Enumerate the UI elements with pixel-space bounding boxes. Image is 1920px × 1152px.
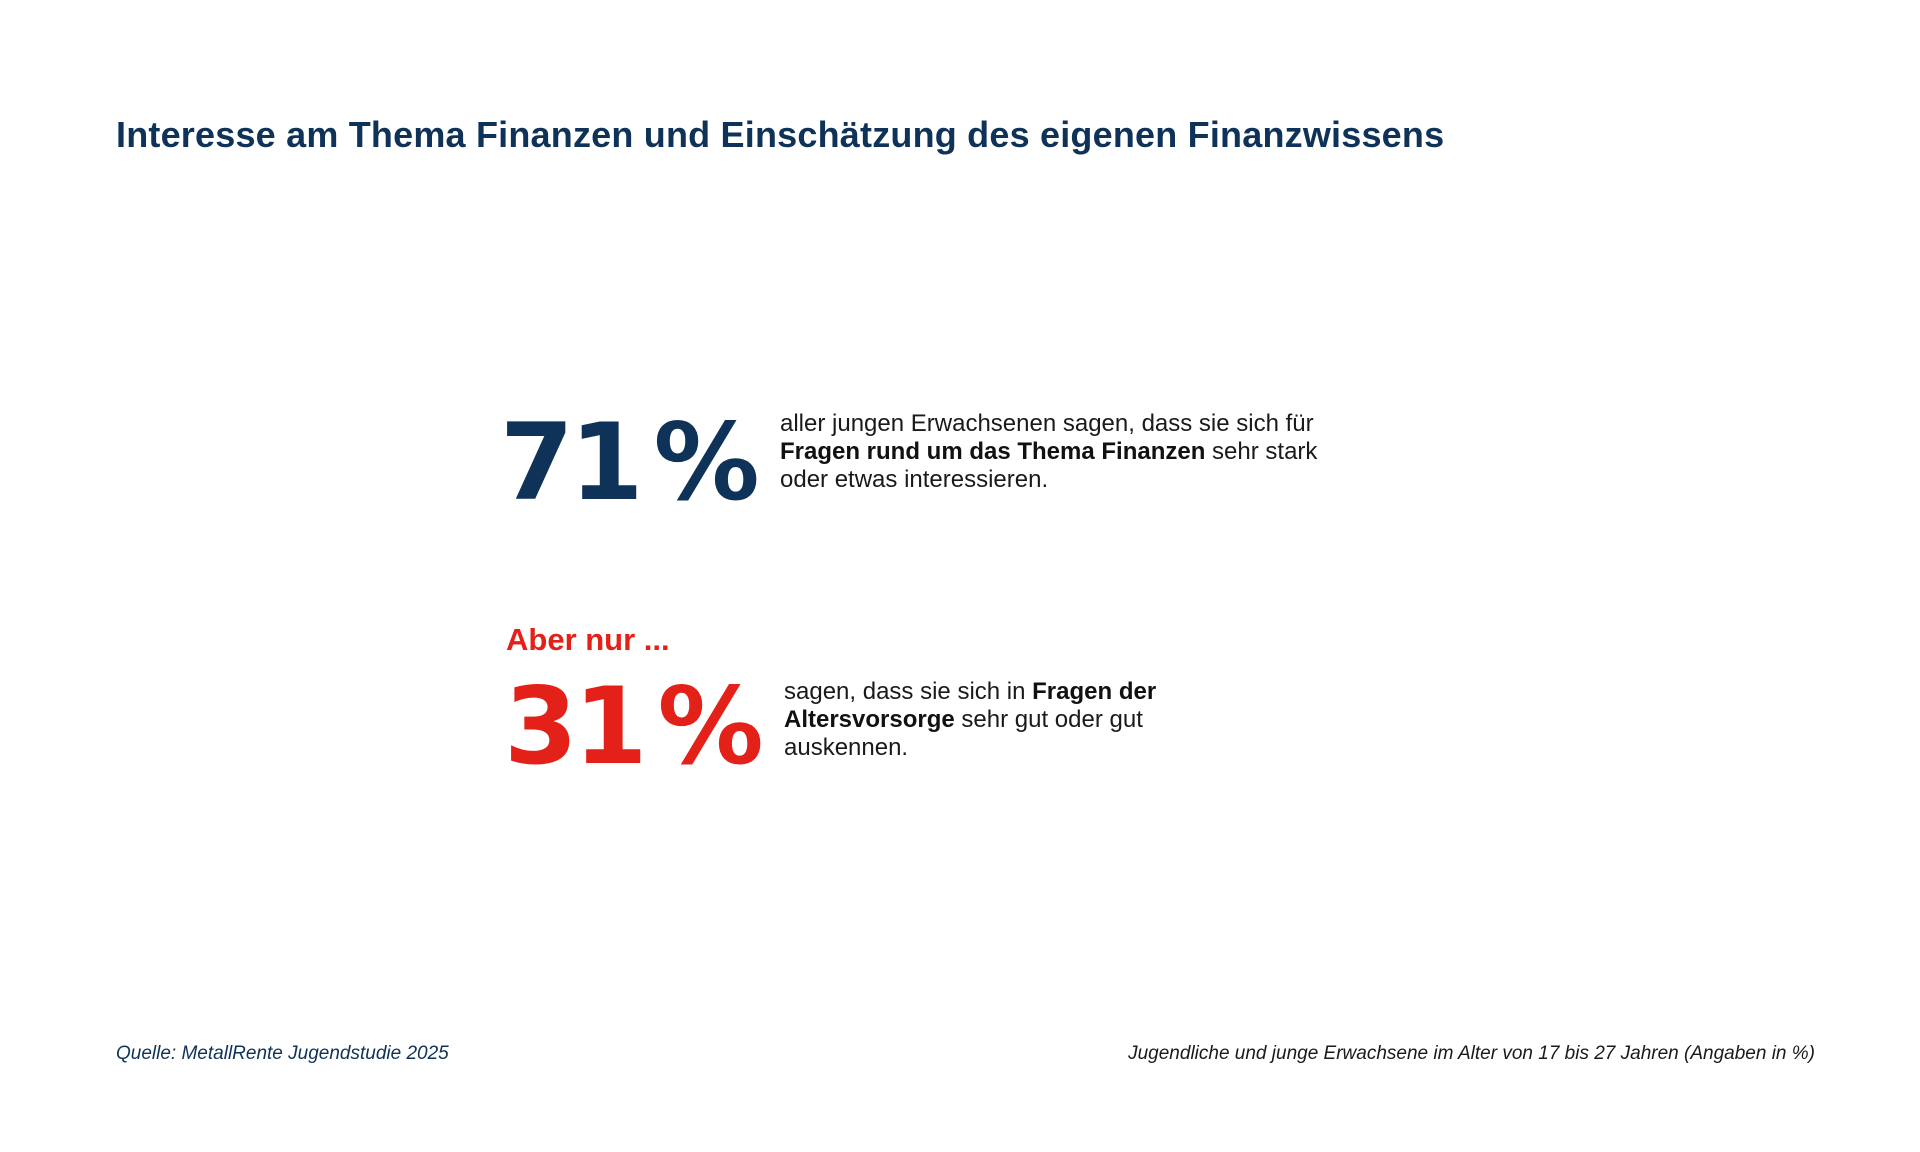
stat-text-part1: sagen, dass sie sich in [784,678,1033,705]
stat-value: 31 [504,665,648,788]
stat-text-emphasis: Fragen der Altersvorsorge [784,678,1157,733]
sample-note: Jugendliche und junge Erwachsene im Alte… [1128,1043,1815,1064]
stat-text-part1: aller jungen Erwachsenen sagen, dass sie… [780,410,1314,437]
source-note: Quelle: MetallRente Jugendstudie 2025 [116,1043,449,1064]
stat-lead-text: Aber nur ... [506,622,670,657]
page-title: Interesse am Thema Finanzen und Einschät… [116,114,1445,155]
stat-value: 71 [500,401,644,524]
stat-text-emphasis: Fragen rund um das Thema Finanzen [780,438,1206,465]
stat-number-retirement: 31% [504,674,764,780]
stat-unit: % [657,665,764,788]
stat-unit: % [653,401,760,524]
stat-text-part2: sehr gut oder gut auskennen. [784,706,1143,761]
stat-text-part2: sehr stark oder etwas interessieren. [780,438,1318,493]
stat-number-interest: 71% [500,410,760,516]
stat-description-retirement: sagen, dass sie sich in Fragen der Alter… [784,678,1204,762]
stat-description-interest: aller jungen Erwachsenen sagen, dass sie… [780,410,1340,494]
